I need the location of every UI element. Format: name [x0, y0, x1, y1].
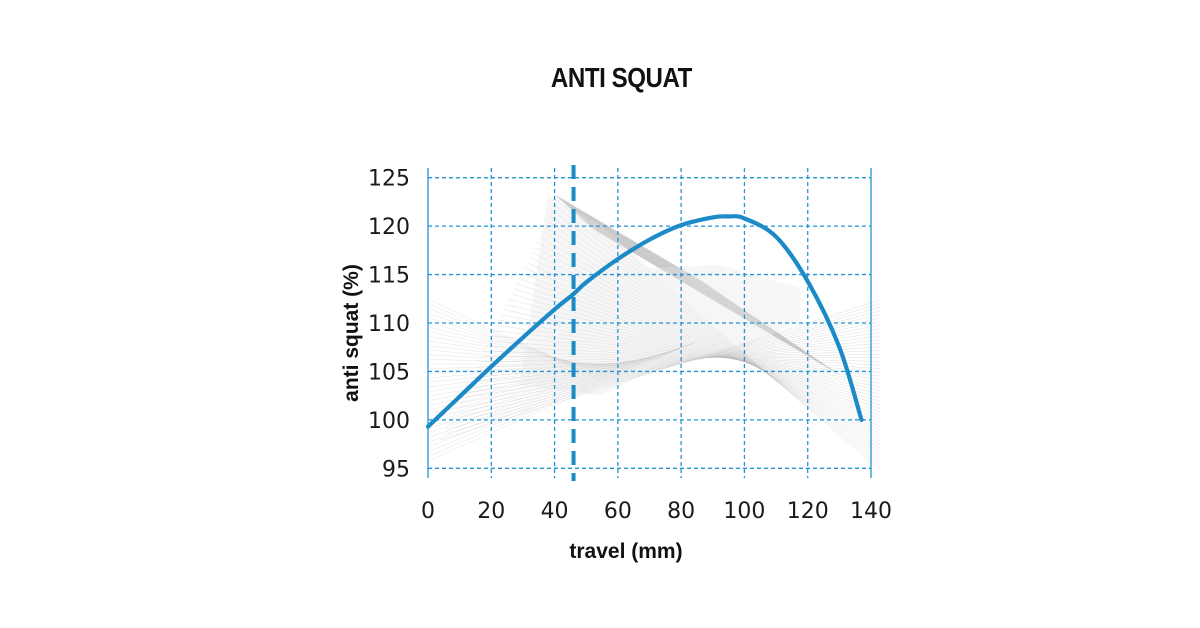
drawing-line [429, 336, 623, 372]
drawing-shape [520, 195, 800, 395]
drawing-line [429, 356, 658, 392]
x-tick-label: 40 [541, 499, 569, 524]
drawing-line [524, 267, 881, 420]
drawing-line [503, 309, 881, 391]
drawing-line [521, 272, 881, 416]
drawing-line [429, 318, 612, 376]
drawing-line [460, 328, 881, 399]
drawing-line [462, 332, 881, 394]
drawing-line [488, 340, 881, 369]
drawing-line [450, 314, 881, 420]
drawing-line [511, 293, 881, 402]
drawing-line [429, 360, 649, 378]
chart-marks [425, 165, 864, 481]
drawing-line [429, 354, 635, 367]
drawing-line [544, 226, 881, 449]
y-axis-title: anti squat (%) [340, 264, 363, 402]
y-tick-label: 115 [368, 264, 410, 289]
drawing-line [491, 335, 881, 373]
drawing-line [429, 340, 626, 370]
drawing-line [429, 345, 629, 369]
drawing-line [519, 278, 881, 413]
drawing-line [429, 313, 609, 377]
drawing-line [429, 346, 683, 433]
drawing-line [429, 327, 618, 374]
y-tick-label: 110 [368, 312, 410, 337]
drawing-line [541, 231, 881, 445]
drawing-line [457, 325, 881, 404]
anti-squat-curve [425, 214, 864, 429]
x-tick-label: 60 [604, 499, 632, 524]
drawing-line [473, 346, 881, 373]
drawing-line [429, 350, 632, 368]
x-tick-label: 100 [723, 499, 765, 524]
background-linkage-drawing [429, 194, 881, 471]
drawing-line [452, 317, 881, 415]
x-axis-title: travel (mm) [569, 540, 682, 563]
drawing-line [594, 229, 841, 376]
drawing-line [429, 340, 698, 456]
drawing-line [557, 200, 881, 467]
drawing-line [429, 342, 695, 452]
drawing-line [501, 314, 881, 388]
drawing-line [549, 215, 881, 456]
drawing-line [493, 330, 881, 377]
drawing-line [470, 343, 881, 378]
y-axis-ticks: 95 100 105 110 115 120 125 [368, 167, 410, 483]
drawing-line [429, 359, 638, 366]
drawing-line [475, 350, 881, 368]
y-tick-label: 95 [382, 457, 410, 482]
drawing-line [516, 283, 881, 409]
drawing-line [429, 344, 689, 442]
x-tick-label: 80 [667, 499, 695, 524]
drawing-line [552, 210, 881, 460]
drawing-line [429, 351, 672, 415]
drawing-line [468, 339, 881, 383]
chart-grid [427, 168, 872, 478]
drawing-line [429, 350, 675, 420]
y-tick-label: 120 [368, 215, 410, 240]
drawing-line [485, 345, 881, 366]
drawing-line [526, 262, 881, 424]
x-axis-ticks: 0 20 40 60 80 100 120 140 [421, 499, 892, 524]
drawing-line [496, 325, 881, 380]
y-tick-label: 100 [368, 409, 410, 434]
drawing-line [429, 339, 701, 461]
drawing-line [547, 220, 881, 453]
drawing-line [429, 343, 692, 447]
drawing-line [445, 306, 881, 430]
drawing-line [429, 322, 615, 375]
x-tick-label: 140 [850, 499, 892, 524]
x-tick-label: 0 [421, 499, 435, 524]
drawing-line [498, 319, 881, 384]
drawing-line [529, 257, 881, 427]
x-tick-label: 20 [477, 499, 505, 524]
drawing-line [465, 335, 881, 389]
drawing-line [539, 236, 881, 442]
drawing-line [508, 299, 881, 398]
drawing-line [429, 362, 643, 369]
drawing-line [506, 304, 881, 395]
drawing-line [429, 358, 655, 388]
y-tick-label: 125 [368, 167, 410, 192]
chart-title: ANTI SQUAT [550, 62, 692, 93]
drawing-line [429, 352, 669, 410]
drawing-line [429, 345, 686, 438]
y-tick-label: 105 [368, 360, 410, 385]
drawing-line [429, 348, 678, 424]
drawing-line [429, 354, 663, 401]
drawing-line [455, 321, 881, 409]
drawing-line [554, 205, 881, 463]
drawing-line [429, 331, 621, 373]
x-tick-label: 120 [787, 499, 829, 524]
drawing-line [478, 354, 881, 363]
drawing-line [429, 353, 666, 406]
